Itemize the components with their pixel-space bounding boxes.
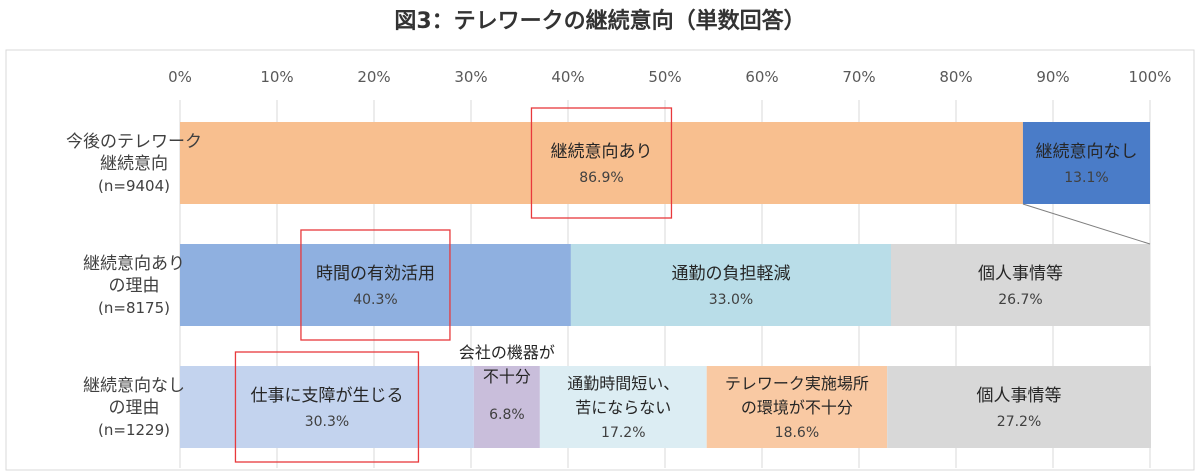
bar-segment-r2-s1	[473, 366, 540, 448]
x-tick-label-3: 30%	[454, 68, 487, 86]
segment-name-r2-s3-l1: の環境が不十分	[741, 398, 853, 417]
bar-segment-r0-s1	[1022, 122, 1150, 204]
x-tick-label-10: 100%	[1129, 68, 1172, 86]
segment-value-r1-s0: 40.3%	[353, 292, 397, 308]
segment-value-r2-s3: 18.6%	[775, 425, 819, 441]
segment-name-r0-s1-l0: 継続意向なし	[1035, 142, 1137, 162]
x-tick-label-8: 80%	[939, 68, 972, 86]
segment-value-r0-s0: 86.9%	[579, 170, 623, 186]
segment-name-r2-s2-l1: 苦にならない	[575, 398, 671, 417]
bar-segment-r2-s0	[180, 366, 474, 448]
bar-segment-r1-s2	[891, 244, 1150, 326]
category-label-0-line-0: 今後のテレワーク	[66, 132, 202, 152]
category-label-2-line-2: (n=1229)	[98, 421, 170, 439]
category-label-1-line-1: の理由	[109, 276, 160, 296]
x-tick-label-0: 0%	[168, 68, 192, 86]
segment-name-r0-s0-l0: 継続意向あり	[550, 142, 652, 162]
category-label-2-line-1: の理由	[109, 398, 160, 418]
category-label-1-line-0: 継続意向あり	[83, 254, 185, 274]
x-tick-label-7: 70%	[842, 68, 875, 86]
x-tick-label-4: 40%	[551, 68, 584, 86]
segment-value-r2-s2: 17.2%	[601, 425, 645, 441]
segment-value-r2-s4: 27.2%	[997, 414, 1041, 430]
connector-line	[1022, 203, 1151, 245]
segment-name-r2-s1-l0: 会社の機器が	[459, 343, 555, 362]
segment-name-r2-s0-l0: 仕事に支障が生じる	[250, 386, 403, 406]
bar-segment-r2-s4	[887, 366, 1151, 448]
chart-title: 図3：テレワークの継続意向（単数回答）	[394, 8, 805, 34]
segment-name-r1-s1-l0: 通勤の負担軽減	[671, 264, 790, 284]
x-tick-label-6: 60%	[745, 68, 778, 86]
category-label-0-line-1: 継続意向	[100, 154, 168, 174]
segment-name-r1-s0-l0: 時間の有効活用	[316, 264, 435, 284]
segment-name-r2-s1-l1: 不十分	[483, 367, 531, 386]
segment-value-r2-s1: 6.8%	[489, 407, 525, 423]
x-tick-label-1: 10%	[260, 68, 293, 86]
segment-name-r1-s2-l0: 個人事情等	[978, 264, 1063, 284]
x-tick-label-9: 90%	[1036, 68, 1069, 86]
segment-name-r2-s3-l0: テレワーク実施場所	[725, 374, 869, 393]
bar-segment-r1-s1	[570, 244, 892, 326]
bar-segment-r1-s0	[180, 244, 571, 326]
highlight-box-r1-s0	[300, 229, 451, 341]
category-label-0-line-2: (n=9404)	[98, 177, 170, 195]
segment-value-r2-s0: 30.3%	[305, 414, 349, 430]
x-tick-label-5: 50%	[648, 68, 681, 86]
bar-segment-r2-s2	[539, 366, 707, 448]
highlight-box-r2-s0	[234, 351, 420, 463]
category-label-1-line-2: (n=8175)	[98, 299, 170, 317]
category-label-2-line-0: 継続意向なし	[83, 376, 185, 396]
segment-value-r1-s1: 33.0%	[709, 292, 753, 308]
highlight-box-r0-s0	[530, 107, 673, 219]
segment-name-r2-s2-l0: 通勤時間短い、	[567, 374, 679, 393]
x-tick-label-2: 20%	[357, 68, 390, 86]
bar-segment-r0-s0	[180, 122, 1023, 204]
segment-value-r0-s1: 13.1%	[1064, 170, 1108, 186]
segment-name-r2-s4-l0: 個人事情等	[977, 386, 1062, 406]
bar-segment-r2-s3	[706, 366, 888, 448]
segment-value-r1-s2: 26.7%	[998, 292, 1042, 308]
